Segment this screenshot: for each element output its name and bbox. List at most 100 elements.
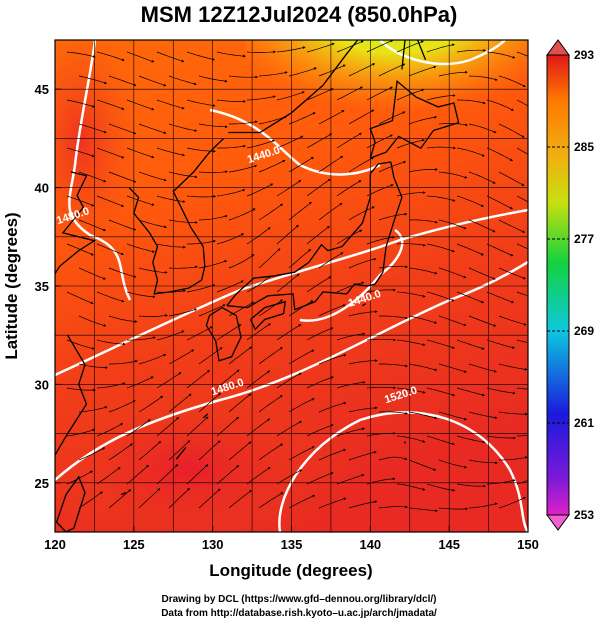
- streamline: [366, 288, 397, 293]
- streamline: [96, 291, 125, 303]
- streamline: [426, 146, 457, 150]
- streamline: [516, 387, 528, 390]
- streamline: [126, 376, 154, 389]
- streamline: [486, 291, 515, 304]
- streamline: [438, 219, 467, 230]
- coastline: [55, 334, 88, 457]
- streamline: [66, 147, 95, 158]
- colorbar-gradient: [546, 54, 570, 516]
- streamline: [108, 267, 137, 278]
- streamline: [168, 393, 192, 413]
- streamline: [156, 51, 185, 63]
- coastline: [416, 40, 427, 60]
- streamline: [246, 275, 271, 293]
- streamline: [408, 507, 439, 513]
- streamline: [276, 179, 302, 197]
- streamline: [408, 267, 438, 275]
- streamline: [498, 123, 525, 138]
- streamline: [108, 400, 136, 413]
- x-axis-ticks: 120 125 130 135 140 145 150: [44, 526, 539, 552]
- streamline: [138, 75, 167, 87]
- streamline: [96, 195, 125, 207]
- streamline: [396, 243, 427, 247]
- streamline: [516, 339, 528, 343]
- streamline: [468, 315, 497, 327]
- streamline: [516, 291, 528, 297]
- streamline: [198, 440, 221, 461]
- streamline: [258, 443, 284, 461]
- streamline: [516, 51, 528, 57]
- streamline: [216, 324, 242, 341]
- streamline: [318, 353, 347, 365]
- streamline: [498, 171, 525, 186]
- streamline: [276, 372, 302, 389]
- streamline: [378, 212, 408, 221]
- streamline: [186, 195, 217, 198]
- streamline: [276, 273, 300, 293]
- streamline: [156, 330, 185, 341]
- streamline: [516, 195, 528, 203]
- streamline: [318, 448, 347, 461]
- streamline: [396, 435, 426, 443]
- streamline: [378, 161, 407, 173]
- streamline: [78, 363, 108, 370]
- streamline: [126, 336, 156, 341]
- streamline: [516, 243, 528, 250]
- streamline: [186, 147, 216, 153]
- streamline: [96, 99, 125, 110]
- colorbar-tick-label: 269: [574, 324, 594, 338]
- streamline: [288, 156, 314, 173]
- coastline: [228, 40, 359, 134]
- streamline: [486, 51, 516, 59]
- streamline: [408, 363, 438, 372]
- streamline: [336, 427, 366, 437]
- coastline: [205, 306, 242, 362]
- streamline: [306, 376, 334, 389]
- streamline: [288, 398, 315, 413]
- streamline: [288, 495, 316, 509]
- streamline: [198, 170, 229, 174]
- streamline: [318, 64, 346, 77]
- streamline: [78, 75, 108, 85]
- streamline: [288, 67, 317, 77]
- streamline: [336, 332, 366, 341]
- streamline: [318, 110, 345, 125]
- streamline: [456, 243, 484, 256]
- streamline: [336, 180, 362, 197]
- streamline: [288, 446, 315, 461]
- contour-line: [55, 260, 528, 481]
- streamline: [228, 164, 258, 173]
- streamline: [258, 203, 284, 221]
- streamline: [276, 324, 302, 341]
- streamline: [126, 464, 149, 485]
- streamline: [426, 387, 456, 397]
- streamline: [306, 42, 335, 53]
- streamline: [306, 327, 334, 341]
- streamline: [276, 46, 306, 53]
- streamline: [468, 219, 496, 233]
- streamline: [66, 51, 96, 58]
- streamline: [96, 423, 124, 437]
- streamline: [516, 99, 528, 107]
- streamline: [366, 184, 394, 197]
- streamline: [216, 189, 246, 197]
- streamline: [379, 363, 409, 368]
- streamline: [498, 75, 526, 88]
- y-tick-label: 35: [35, 279, 49, 294]
- streamline: [186, 284, 216, 293]
- streamline: [198, 304, 226, 317]
- streamline: [336, 281, 365, 293]
- streamline: [138, 171, 167, 182]
- streamline: [438, 459, 468, 469]
- streamline: [138, 219, 168, 229]
- streamline: [246, 418, 271, 437]
- streamline: [276, 469, 303, 485]
- streamline: [96, 467, 121, 485]
- height-contours: [55, 40, 528, 532]
- x-tick-label: 135: [281, 537, 303, 552]
- coastline: [249, 300, 286, 331]
- streamline: [126, 99, 155, 111]
- streamline: [138, 314, 169, 317]
- credit-drawing: Drawing by DCL (https://www.gfd–dennou.o…: [161, 594, 436, 605]
- streamline: [108, 489, 132, 509]
